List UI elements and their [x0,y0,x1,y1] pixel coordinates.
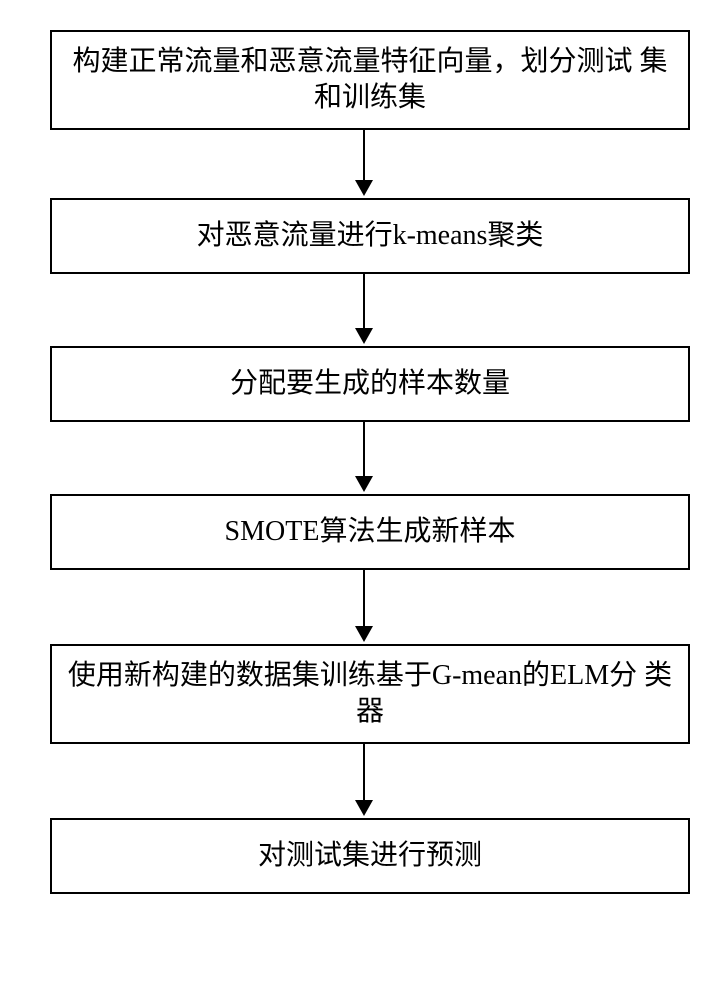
node-label: 对测试集进行预测 [258,838,482,874]
flowchart-node-2: 对恶意流量进行k-means聚类 [50,198,690,274]
arrow-head-icon [355,476,373,492]
arrow-shaft [363,570,365,626]
node-label: 分配要生成的样本数量 [230,366,510,402]
node-label: SMOTE算法生成新样本 [225,514,516,550]
node-label: 构建正常流量和恶意流量特征向量，划分测试 集和训练集 [66,44,674,117]
arrow-head-icon [355,626,373,642]
arrow-shaft [363,744,365,800]
flowchart-node-5: 使用新构建的数据集训练基于G-mean的ELM分 类器 [50,644,690,744]
node-label: 对恶意流量进行k-means聚类 [197,218,544,254]
flowchart-canvas: 构建正常流量和恶意流量特征向量，划分测试 集和训练集 对恶意流量进行k-mean… [0,0,728,1000]
arrow-shaft [363,274,365,328]
arrow-head-icon [355,180,373,196]
arrow-head-icon [355,328,373,344]
arrow-shaft [363,422,365,476]
flowchart-node-6: 对测试集进行预测 [50,818,690,894]
flowchart-node-4: SMOTE算法生成新样本 [50,494,690,570]
arrow-head-icon [355,800,373,816]
flowchart-node-1: 构建正常流量和恶意流量特征向量，划分测试 集和训练集 [50,30,690,130]
flowchart-node-3: 分配要生成的样本数量 [50,346,690,422]
arrow-shaft [363,130,365,180]
node-label: 使用新构建的数据集训练基于G-mean的ELM分 类器 [66,658,674,731]
